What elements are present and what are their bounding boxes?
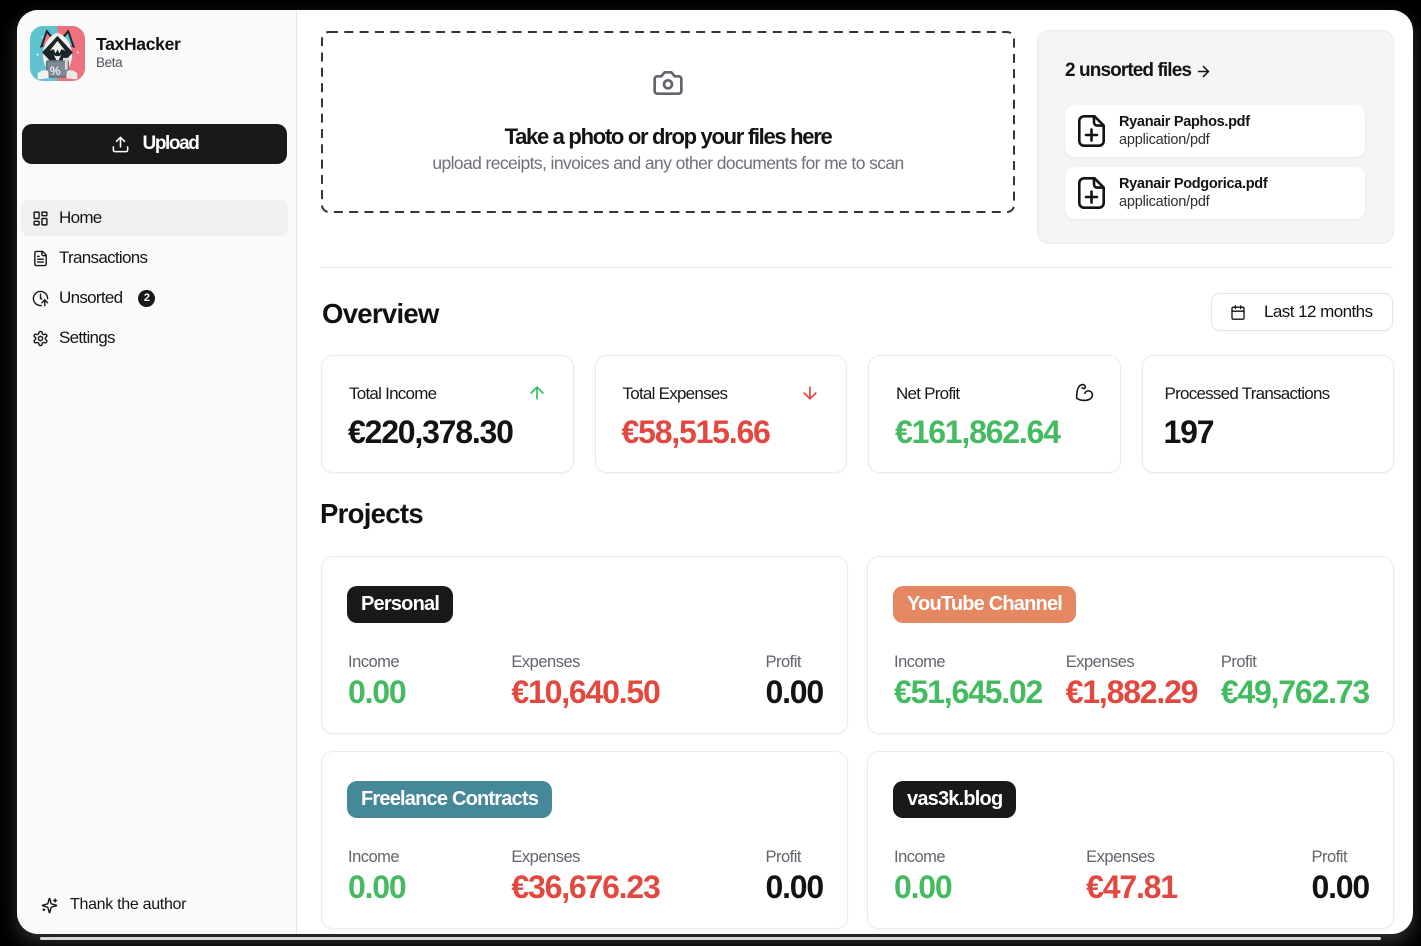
svg-text:%: %	[50, 64, 61, 78]
